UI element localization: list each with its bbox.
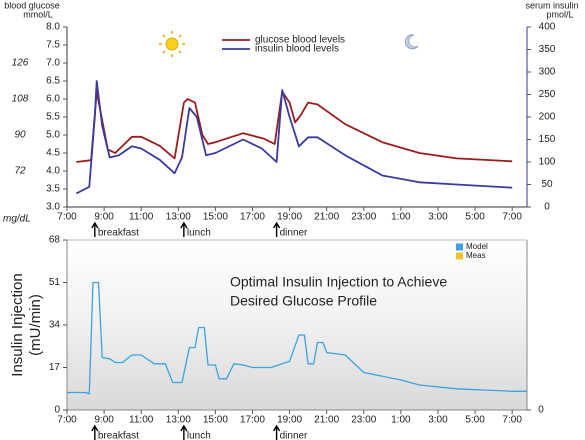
y2-tick-label: 200: [539, 112, 556, 123]
y-tick-label: 3.5: [46, 184, 60, 195]
x-tick-label: 1:00: [391, 212, 411, 223]
meal-label: lunch: [187, 228, 211, 239]
y-tick-label: 34: [49, 320, 61, 331]
meal-label: dinner: [280, 228, 308, 239]
y-axis-label: blood glucose: [4, 0, 60, 10]
mgdl-tick-label: 108: [12, 94, 29, 105]
y2-tick-label: 250: [539, 89, 556, 100]
meal-label: dinner: [280, 431, 308, 440]
annotation: Optimal Insulin Injection to Achieve: [230, 274, 447, 290]
y-tick-label: 68: [49, 235, 61, 246]
y-tick-label: 6.5: [46, 76, 60, 87]
y-tick-label: 6.0: [46, 94, 60, 105]
y-axis-label: Insulin Injection: [9, 273, 26, 376]
x-tick-label: 19:00: [277, 415, 302, 426]
y-tick-label: 3.0: [46, 202, 60, 213]
x-tick-label: 5:00: [465, 415, 485, 426]
y2-axis-label: serum insulin: [525, 0, 578, 10]
y-tick-label: 7.5: [46, 40, 60, 51]
y2-tick-label: 400: [539, 22, 556, 33]
mgdl-tick-label: 72: [14, 166, 26, 177]
x-tick-label: 11:00: [129, 415, 154, 426]
x-tick-label: 13:00: [166, 212, 191, 223]
meal-label: breakfast: [98, 228, 139, 239]
legend-label: Model: [466, 242, 488, 251]
y-tick-label: 51: [49, 277, 61, 288]
x-tick-label: 21:00: [314, 415, 339, 426]
mgdl-label: mg/dL: [3, 214, 31, 225]
legend-label: Meas: [466, 251, 486, 260]
y2-tick-label: 300: [539, 67, 556, 78]
meal-arrow: [91, 221, 99, 237]
x-tick-label: 7:00: [502, 212, 522, 223]
y-tick-label: 8.0: [46, 22, 60, 33]
series-line: [76, 90, 513, 163]
x-tick-label: 19:00: [277, 212, 302, 223]
meal-label: lunch: [187, 431, 211, 440]
y2-tick-label: 0: [544, 202, 550, 213]
legend-label: glucose blood levels: [255, 35, 345, 46]
y2-tick-label: 100: [539, 157, 556, 168]
y-axis-label: mmol/L: [23, 9, 53, 19]
mgdl-tick-label: 126: [12, 58, 29, 69]
x-tick-label: 7:00: [57, 415, 77, 426]
y-tick-label: 17: [49, 362, 61, 373]
meal-label: breakfast: [98, 431, 139, 440]
x-tick-label: 11:00: [129, 212, 154, 223]
x-tick-label: 15:00: [203, 212, 228, 223]
x-tick-label: 3:00: [428, 212, 448, 223]
y2-tick-label: 350: [539, 44, 556, 55]
x-tick-label: 13:00: [166, 415, 191, 426]
y2-axis-label: pmol/L: [546, 9, 573, 19]
series-line: [75, 80, 513, 195]
y-tick-label: 5.0: [46, 130, 60, 141]
x-tick-label: 3:00: [428, 415, 448, 426]
legend-label: insulin blood levels: [255, 44, 339, 55]
y-tick-label: 4.5: [46, 148, 60, 159]
series-line: [67, 281, 527, 395]
legend-swatch: [456, 252, 463, 260]
x-tick-label: 15:00: [203, 415, 228, 426]
meal-arrow: [180, 221, 188, 237]
annotation: Desired Glucose Profile: [230, 293, 377, 309]
x-tick-label: 17:00: [240, 415, 265, 426]
y2-tick-label: 150: [539, 134, 556, 145]
x-tick-label: 21:00: [314, 212, 339, 223]
moon-icon: [404, 34, 419, 50]
x-tick-label: 5:00: [465, 212, 485, 223]
meal-arrow: [272, 424, 281, 440]
y-tick-label: 5.5: [46, 112, 60, 123]
y2-tick-label: 0: [538, 405, 544, 416]
y-tick-label: 4.0: [46, 166, 60, 177]
meal-arrow: [91, 424, 99, 440]
x-tick-label: 17:00: [240, 212, 265, 223]
sun-icon: [159, 31, 185, 57]
mgdl-tick-label: 90: [14, 130, 26, 141]
x-tick-label: 7:00: [502, 415, 522, 426]
y2-tick-label: 50: [541, 179, 553, 190]
meal-arrow: [180, 424, 188, 440]
x-tick-label: 23:00: [351, 212, 376, 223]
y-tick-label: 7.0: [46, 58, 60, 69]
meal-arrow: [272, 221, 281, 237]
y-tick-label: 0: [54, 405, 60, 416]
x-tick-label: 7:00: [57, 212, 77, 223]
x-tick-label: 9:00: [94, 415, 114, 426]
y-axis-label: (mU/min): [27, 294, 44, 356]
x-tick-label: 1:00: [391, 415, 411, 426]
x-tick-label: 23:00: [351, 415, 376, 426]
legend-swatch: [456, 243, 463, 251]
x-tick-label: 9:00: [94, 212, 114, 223]
plot-background: [67, 240, 527, 410]
